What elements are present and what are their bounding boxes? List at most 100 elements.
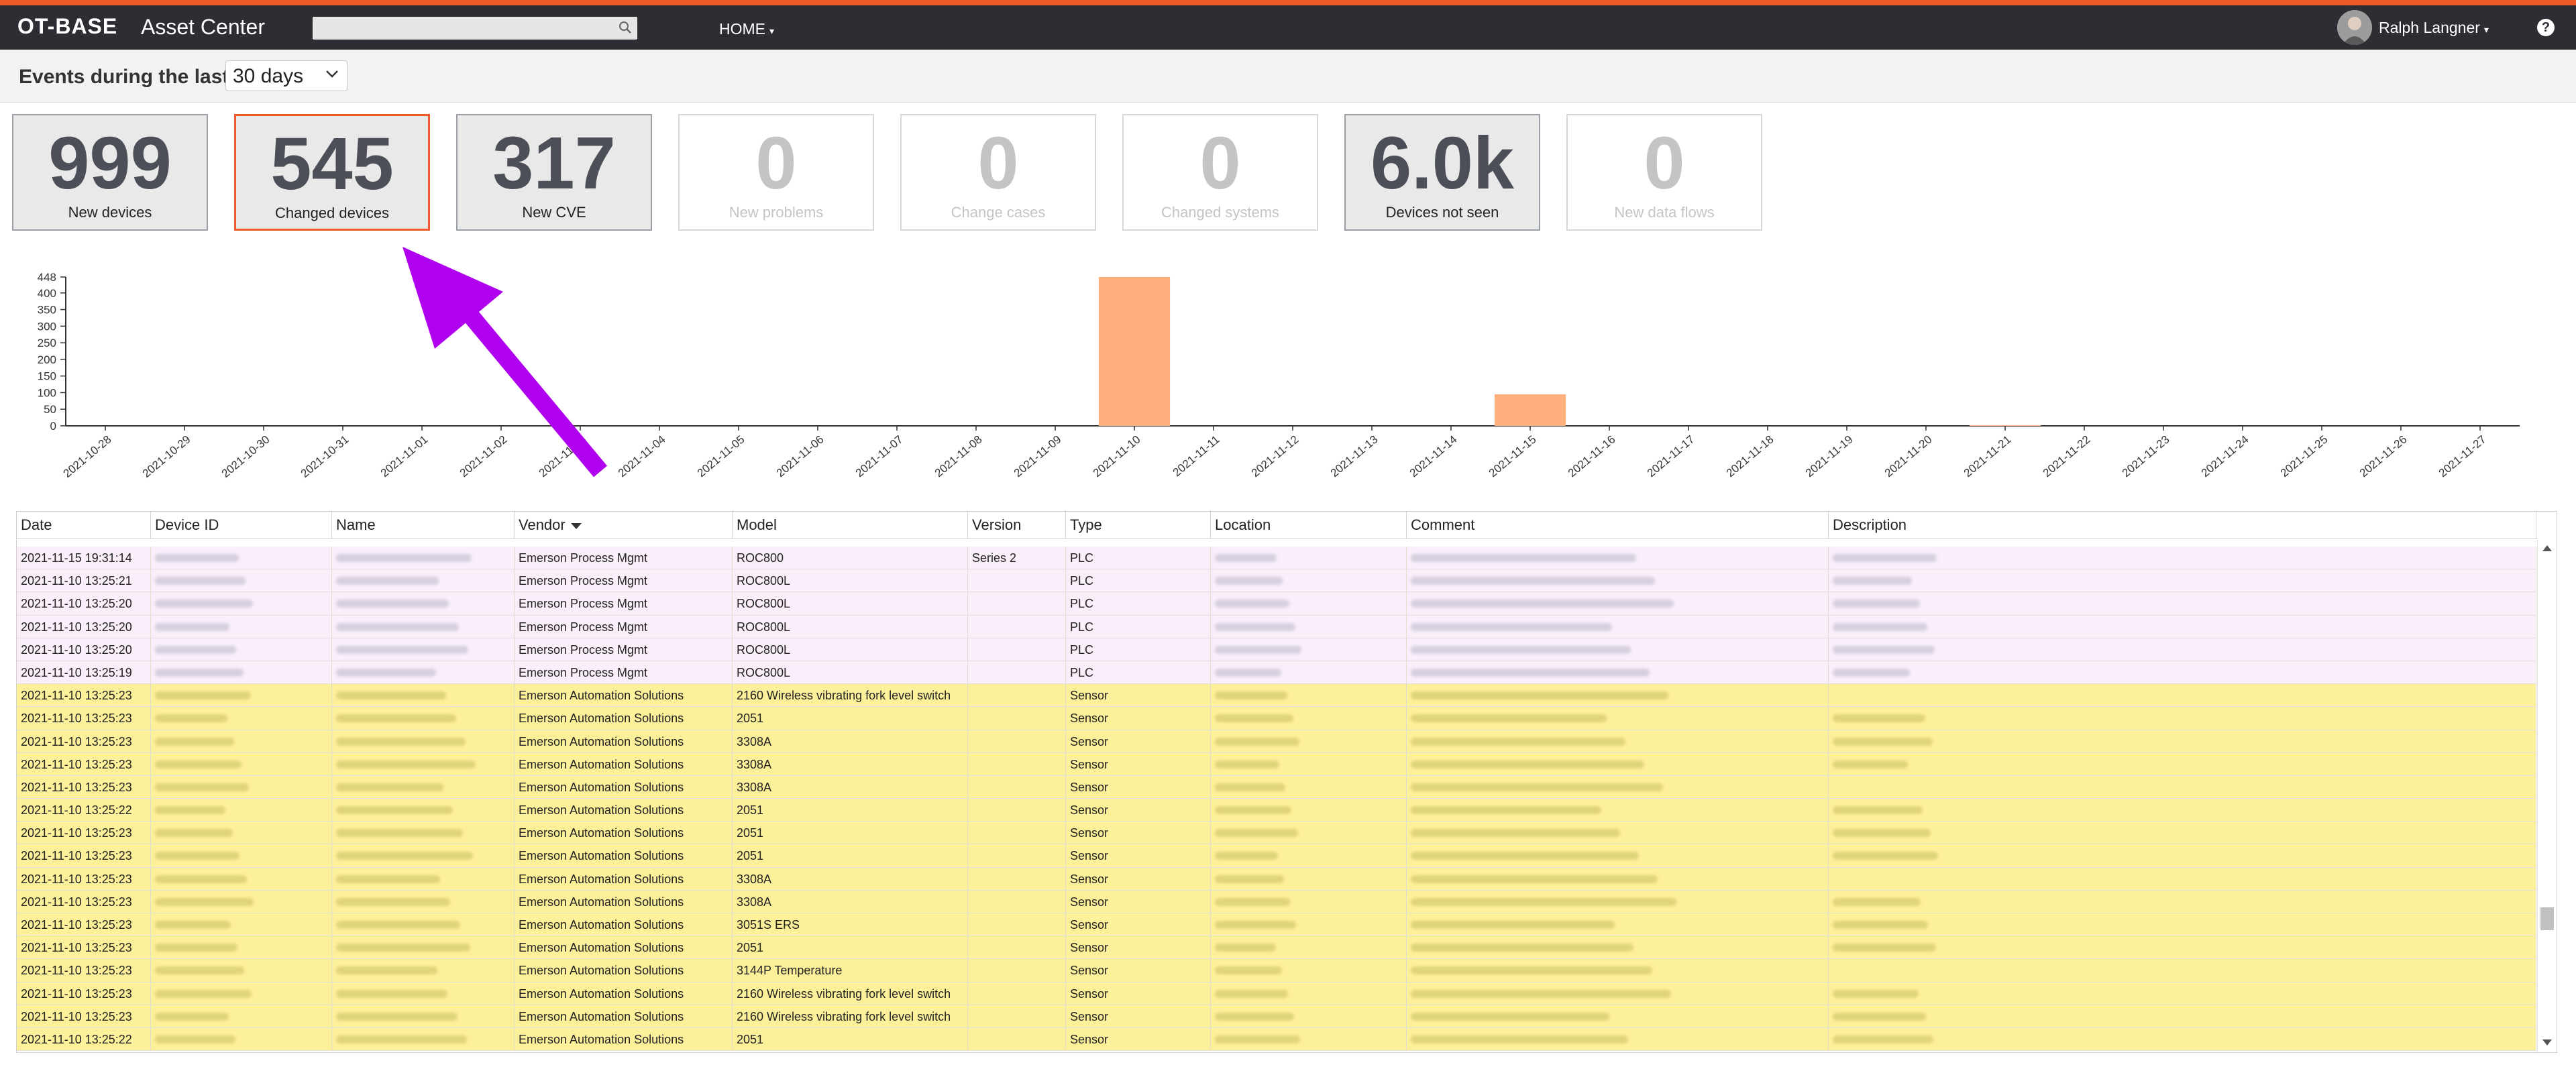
redacted-text — [155, 989, 252, 998]
table-row[interactable]: 2021-11-10 13:25:23 Emerson Automation So… — [17, 890, 2536, 913]
cell-location — [1211, 822, 1407, 845]
table-row[interactable]: 2021-11-15 19:31:14 Emerson Process Mgmt R… — [17, 547, 2536, 570]
cell-vendor: Emerson Process Mgmt — [515, 569, 733, 593]
column-header-label: Description — [1833, 516, 1907, 533]
search-icon[interactable] — [617, 19, 633, 36]
redacted-text — [1411, 1012, 1609, 1021]
table-row[interactable]: 2021-11-10 13:25:20 Emerson Process Mgmt R… — [17, 592, 2536, 616]
table-row[interactable]: 2021-11-10 13:25:23 Emerson Automation So… — [17, 936, 2536, 960]
table-row[interactable]: 2021-11-10 13:25:23 Emerson Automation So… — [17, 752, 2536, 776]
redacted-text — [336, 645, 468, 654]
tile-new-problems[interactable]: 0 New problems — [678, 114, 874, 231]
column-header-vendor[interactable]: Vendor — [515, 512, 733, 539]
table-scrollbar[interactable] — [2537, 539, 2557, 1052]
search-input[interactable] — [313, 17, 637, 40]
tile-new-devices[interactable]: 999 New devices — [12, 114, 208, 231]
cell-comment — [1407, 592, 1829, 616]
cell-date: 2021-11-10 13:25:20 — [17, 638, 151, 661]
cell-model: 3308A — [733, 775, 968, 799]
cell-type: Sensor — [1066, 730, 1211, 753]
x-tick-label: 2021-11-14 — [1407, 433, 1460, 480]
table-row[interactable]: 2021-11-10 13:25:23 Emerson Automation So… — [17, 730, 2536, 753]
table-row[interactable]: 2021-11-10 13:25:23 Emerson Automation So… — [17, 1005, 2536, 1028]
time-range-select[interactable]: 30 days — [225, 60, 347, 91]
tile-change-cases[interactable]: 0 Change cases — [900, 114, 1096, 231]
tile-label: Changed devices — [274, 205, 389, 221]
column-header-description[interactable]: Description — [1829, 512, 2536, 539]
home-menu[interactable]: HOME ▾ — [719, 20, 774, 38]
cell-device-id — [151, 913, 332, 936]
column-header-name[interactable]: Name — [332, 512, 515, 539]
cell-device-id — [151, 890, 332, 913]
cell-type: Sensor — [1066, 982, 1211, 1005]
cell-description — [1829, 844, 2536, 868]
tile-new-data-flows[interactable]: 0 New data flows — [1566, 114, 1762, 231]
scroll-down-icon[interactable] — [2542, 1039, 2552, 1046]
table-row[interactable]: 2021-11-10 13:25:20 Emerson Process Mgmt R… — [17, 615, 2536, 638]
table-row[interactable]: 2021-11-10 13:25:23 Emerson Automation So… — [17, 959, 2536, 982]
y-tick-label: 300 — [38, 320, 56, 333]
cell-type: Sensor — [1066, 1005, 1211, 1028]
cell-model: 2051 — [733, 799, 968, 822]
x-tick-label: 2021-10-28 — [61, 433, 114, 480]
help-icon[interactable]: ? — [2537, 19, 2555, 36]
tile-changed-systems[interactable]: 0 Changed systems — [1122, 114, 1318, 231]
sort-desc-icon[interactable] — [570, 522, 582, 529]
column-header-version[interactable]: Version — [968, 512, 1066, 539]
cell-description — [1829, 867, 2536, 891]
cell-device-id — [151, 1005, 332, 1028]
cell-vendor: Emerson Automation Solutions — [515, 844, 733, 868]
chart-bar — [1098, 277, 1171, 426]
table-row[interactable]: 2021-11-10 13:25:23 Emerson Automation So… — [17, 707, 2536, 730]
table-row[interactable]: 2021-11-10 13:25:22 Emerson Automation So… — [17, 1027, 2536, 1052]
column-header-label: Model — [737, 516, 777, 533]
tile-label: New data flows — [1614, 204, 1715, 221]
cell-model: ROC800L — [733, 615, 968, 638]
table-row[interactable]: 2021-11-10 13:25:23 Emerson Automation So… — [17, 982, 2536, 1005]
table-header: Date Device ID Name Vendor Model Version Type L… — [17, 512, 2557, 539]
scroll-thumb[interactable] — [2540, 907, 2554, 930]
x-tick-label: 2021-11-18 — [1724, 433, 1776, 480]
redacted-text — [1833, 577, 1912, 585]
table-row[interactable]: 2021-11-10 13:25:20 Emerson Process Mgmt R… — [17, 638, 2536, 661]
table-row[interactable]: 2021-11-10 13:25:23 Emerson Automation So… — [17, 844, 2536, 868]
table-row[interactable]: 2021-11-10 13:25:19 Emerson Process Mgmt R… — [17, 661, 2536, 685]
cell-model: 3051S ERS — [733, 913, 968, 936]
tile-devices-not-seen[interactable]: 6.0k Devices not seen — [1344, 114, 1540, 231]
redacted-text — [155, 921, 231, 929]
accent-bar — [0, 0, 2576, 5]
column-header-device-id[interactable]: Device ID — [151, 512, 332, 539]
table-row[interactable]: 2021-11-10 13:25:23 Emerson Automation So… — [17, 684, 2536, 708]
tile-label: Change cases — [951, 204, 1046, 221]
cell-device-id — [151, 959, 332, 982]
scroll-up-icon[interactable] — [2542, 545, 2552, 551]
column-header-date[interactable]: Date — [17, 512, 151, 539]
user-menu[interactable]: Ralph Langner ▾ — [2379, 19, 2489, 37]
cell-comment — [1407, 799, 1829, 822]
tile-new-cve[interactable]: 317 New CVE — [456, 114, 652, 231]
column-header-type[interactable]: Type — [1066, 512, 1211, 539]
table-row[interactable]: 2021-11-10 13:25:23 Emerson Automation So… — [17, 775, 2536, 799]
cell-description — [1829, 730, 2536, 753]
table-row[interactable]: 2021-11-10 13:25:21 Emerson Process Mgmt R… — [17, 569, 2536, 593]
app-logo[interactable]: OT-BASE — [17, 14, 118, 38]
column-header-location[interactable]: Location — [1211, 512, 1407, 539]
redacted-text — [336, 1035, 467, 1043]
cell-description — [1829, 569, 2536, 593]
table-row[interactable]: 2021-11-10 13:25:23 Emerson Automation So… — [17, 867, 2536, 891]
x-tick-label: 2021-10-30 — [219, 433, 272, 480]
avatar[interactable] — [2337, 10, 2372, 45]
cell-vendor: Emerson Automation Solutions — [515, 730, 733, 753]
table-row[interactable]: 2021-11-10 13:25:22 Emerson Automation So… — [17, 799, 2536, 822]
column-header-comment[interactable]: Comment — [1407, 512, 1829, 539]
tile-value: 0 — [755, 122, 797, 205]
column-header-model[interactable]: Model — [733, 512, 968, 539]
redacted-text — [155, 737, 234, 746]
tile-changed-devices[interactable]: 545 Changed devices — [234, 114, 430, 231]
redacted-text — [336, 944, 470, 952]
cell-model: 2160 Wireless vibrating fork level switc… — [733, 684, 968, 708]
table-row[interactable]: 2021-11-10 13:25:23 Emerson Automation So… — [17, 822, 2536, 845]
tile-value: 999 — [48, 122, 172, 205]
table-row[interactable]: 2021-11-10 13:25:23 Emerson Automation So… — [17, 913, 2536, 937]
cell-vendor: Emerson Automation Solutions — [515, 707, 733, 730]
